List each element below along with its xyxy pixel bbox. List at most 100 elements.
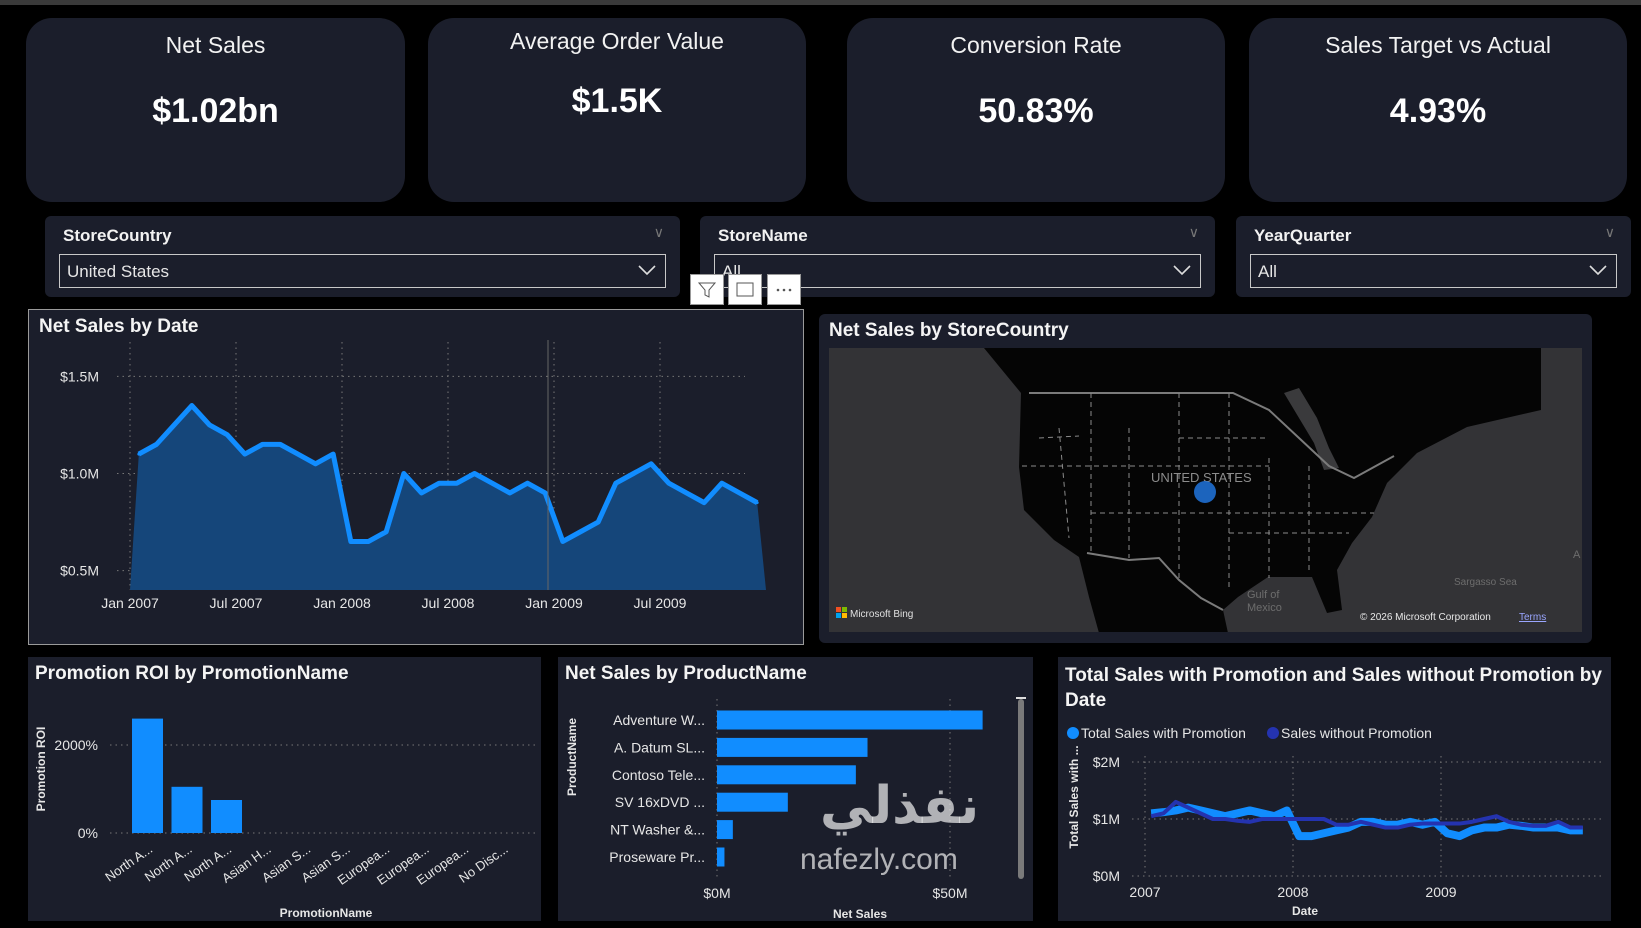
data-point [702,501,706,505]
x-axis-title: Date [1292,904,1318,918]
map-edge-label: A [1573,549,1581,561]
map-canvas[interactable]: UNITED STATES Gulf of Mexico Sargasso Se… [829,348,1582,632]
data-point [455,481,459,485]
bar [717,847,725,867]
net-sales-by-date-visual[interactable]: Net Sales by Date $0.5M $1.0M $1.5M Jan 200… [28,309,804,645]
state-borders [1022,393,1374,588]
legend-marker [1067,727,1079,739]
x-tick-label: Jan 2008 [313,595,371,611]
data-point [490,481,494,485]
dropdown-value: All [1258,262,1277,281]
data-point [632,472,635,475]
x-tick-label: Jul 2007 [210,595,263,611]
data-point [190,404,194,408]
data-point [738,491,741,495]
promotion-roi-visual[interactable]: Promotion ROI by PromotionName 0% 2000% No… [28,657,541,921]
category-label: A. Datum SL... [614,739,705,755]
kpi-title: Net Sales [165,32,266,58]
data-point [172,423,176,427]
slicer-title: StoreCountry [63,226,172,245]
bar [717,765,856,785]
data-point [137,452,141,456]
slicer-title: YearQuarter [1254,226,1352,245]
x-tick-label: 2009 [1425,884,1456,900]
visual-title: Promotion ROI by PromotionName [35,663,349,684]
net-sales-area-chart: $0.5M $1.0M $1.5M Jan 2007 Jul 2007 Jan 2008 J… [60,340,766,611]
bar [211,800,242,833]
sales-promotion-line-visual[interactable]: Total Sales with Promotion and Sales wit… [1058,657,1611,921]
chevron-down-icon[interactable]: ∨ [653,224,664,240]
gulf-label: Mexico [1247,602,1282,614]
legend-label: Sales without Promotion [1281,725,1432,741]
microsoft-logo-icon [836,607,847,618]
x-axis-title: PromotionName [280,906,373,920]
legend-marker [1267,727,1279,739]
focus-mode-button[interactable] [728,274,762,305]
data-point [225,433,229,437]
bar [717,820,733,840]
x-tick-label: $50M [932,885,967,901]
north-america-land [969,348,1541,632]
category-label: Proseware Pr... [609,849,705,865]
data-point [420,491,423,495]
data-bubble-united-states[interactable] [1194,481,1216,503]
net-sales-by-store-country-map-visual[interactable]: Net Sales by StoreCountry UNITED STATES … [819,314,1592,643]
net-sales-by-product-visual[interactable]: Net Sales by ProductName $0M $50M Adventur… [558,657,1033,921]
x-tick-label: $0M [703,885,730,901]
chevron-down-icon[interactable]: ∨ [1188,224,1199,240]
kpi-card-net-sales: Net Sales $1.02bn [26,18,405,202]
kpi-value: 4.93% [1389,92,1487,130]
year-quarter-dropdown[interactable]: All [1250,254,1617,288]
data-point [649,462,653,466]
bar [717,792,788,812]
x-axis-title: Net Sales [833,907,887,921]
data-point [155,442,158,446]
category-label: SV 16xDVD ... [615,794,705,810]
slicer-year-quarter: YearQuarter ∨ All [1236,216,1631,297]
filter-button[interactable] [690,274,724,305]
window-top-bar [0,0,1641,5]
more-options-button[interactable] [767,274,801,305]
y-tick-label: $0M [1093,868,1120,884]
y-axis-title: Total Sales with ... [1067,745,1081,848]
map-copyright: © 2026 Microsoft Corporation [1360,612,1491,623]
x-tick-label: Jul 2009 [634,595,687,611]
visual-title: Net Sales by Date [39,316,199,337]
y-axis-title: Promotion ROI [34,727,48,812]
x-tick-label: 2008 [1277,884,1308,900]
data-point [349,539,353,543]
data-point [614,481,618,485]
x-tick-label: Jul 2008 [422,595,475,611]
y-tick-label: 0% [78,825,98,841]
great-lakes [1284,388,1339,470]
y-tick-label: $1.5M [60,368,99,384]
kpi-value: $1.02bn [152,92,279,130]
sea-label: Sargasso Sea [1454,577,1517,588]
chevron-down-icon[interactable]: ∨ [1604,224,1615,240]
y-tick-label: $1M [1093,811,1120,827]
scrollbar-cap [1016,697,1026,699]
y-tick-label: $2M [1093,754,1120,770]
slicer-title: StoreName [718,226,808,245]
scrollbar[interactable] [1018,699,1024,879]
data-point [579,530,582,534]
category-label: Adventure W... [613,712,705,728]
data-point [667,481,671,485]
x-tick-label: Jan 2007 [101,595,159,611]
y-tick-label: 2000% [54,737,98,753]
data-point [437,481,441,485]
data-point [314,462,317,466]
data-point [543,491,547,495]
map-terms-link[interactable]: Terms [1519,612,1546,623]
chevron-down-icon [1173,265,1191,276]
y-tick-label: $1.0M [60,466,99,482]
y-tick-label: $0.5M [60,563,99,579]
net-sales-by-product-bar-chart: $0M $50M Adventure W... A. Datum SL... Conto… [565,697,1026,921]
mexico-border [1086,552,1224,611]
store-country-dropdown[interactable]: United States [59,254,666,288]
category-label: NT Washer &... [610,822,705,838]
kpi-title: Conversion Rate [950,32,1122,58]
x-tick-label: Jan 2009 [525,595,583,611]
kpi-card-average-order-value: Average Order Value $1.5K [428,18,806,202]
filter-icon [697,282,717,298]
